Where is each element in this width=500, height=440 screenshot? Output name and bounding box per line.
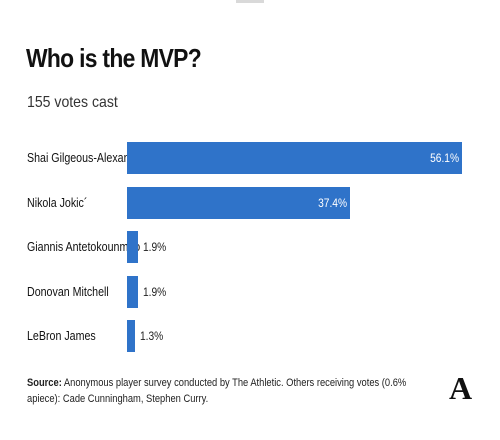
category-label: Shai Gilgeous-Alexander xyxy=(27,150,145,165)
category-label: Donovan Mitchell xyxy=(27,283,109,299)
data-label: 1.3% xyxy=(139,329,164,343)
top-divider xyxy=(236,0,264,3)
data-label: 1.9% xyxy=(143,284,167,299)
bar xyxy=(127,231,139,263)
chart-title: Who is the MVP? xyxy=(26,43,202,73)
category-label: LeBron James xyxy=(27,328,96,343)
category-label: Giannis Antetokounmpo xyxy=(27,239,141,254)
category-label: Nikola Jokic´ xyxy=(27,194,88,210)
bar xyxy=(127,320,135,352)
bar-row: LeBron James 1.3% xyxy=(0,320,500,352)
bar-chart: Shai Gilgeous-Alexander 56.1% Nikola Jokic… xyxy=(0,130,500,360)
source-text: Anonymous player survey conducted by The… xyxy=(27,377,407,405)
bar-row: Donovan Mitchell 1.9% xyxy=(0,275,500,308)
data-label: 37.4% xyxy=(318,195,348,210)
source-label: Source: xyxy=(27,377,62,389)
bar-row: Giannis Antetokounmpo 1.9% xyxy=(0,231,500,263)
bar xyxy=(127,186,351,219)
the-athletic-logo-icon: A xyxy=(449,370,473,406)
chart-subtitle: 155 votes cast xyxy=(27,94,118,111)
source-note: Source: Anonymous player survey conducte… xyxy=(27,375,427,407)
bar-row: Nikola Jokic´ 37.4% xyxy=(0,186,500,219)
bar xyxy=(127,142,462,174)
bar-row: Shai Gilgeous-Alexander 56.1% xyxy=(0,142,500,174)
data-label: 56.1% xyxy=(430,151,459,165)
data-label: 1.9% xyxy=(143,240,167,254)
bar xyxy=(127,275,139,308)
